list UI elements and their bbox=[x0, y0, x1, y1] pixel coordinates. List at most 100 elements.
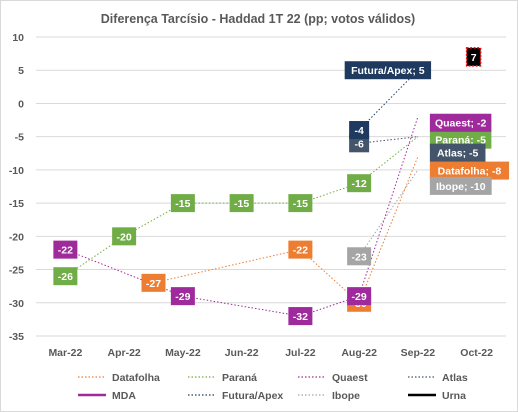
data-label-text: -15 bbox=[175, 198, 190, 210]
data-label: Quaest; -2 bbox=[429, 113, 492, 132]
x-tick-label: Apr-22 bbox=[107, 347, 140, 359]
data-label-box bbox=[229, 194, 254, 213]
data-label-box bbox=[288, 194, 313, 213]
data-label-text: -22 bbox=[293, 245, 308, 257]
data-label-text: -15 bbox=[293, 198, 308, 210]
data-label-text: -27 bbox=[146, 278, 161, 290]
x-tick-label: Jun-22 bbox=[225, 347, 259, 359]
y-tick-label: -35 bbox=[9, 331, 24, 343]
data-label: -26 bbox=[53, 267, 78, 286]
data-label-text: -20 bbox=[117, 231, 132, 243]
data-label: -15 bbox=[170, 194, 195, 213]
y-tick-label: 5 bbox=[18, 65, 24, 77]
y-tick-label: -15 bbox=[9, 198, 24, 210]
data-label: -15 bbox=[229, 194, 254, 213]
legend: Datafolha Paraná Quaest Atlas MDA Futura/Apex… bbox=[78, 372, 468, 402]
data-label-text: -6 bbox=[354, 138, 363, 150]
y-tick-label: 0 bbox=[18, 98, 24, 110]
data-label: -23 bbox=[347, 247, 372, 266]
legend-label: Ibope bbox=[332, 390, 360, 402]
data-label-box bbox=[170, 287, 195, 306]
legend-label: Datafolha bbox=[112, 372, 160, 384]
legend-label: Atlas bbox=[442, 372, 468, 384]
data-label-box bbox=[429, 176, 492, 195]
data-label-text: Ibope; -10 bbox=[436, 181, 486, 193]
data-label: -15 bbox=[288, 194, 313, 213]
y-tick-label: -5 bbox=[15, 132, 24, 144]
data-label-box bbox=[347, 174, 372, 193]
legend-label: Paraná bbox=[222, 372, 257, 384]
legend-label: Quaest bbox=[332, 372, 368, 384]
y-tick-label: -20 bbox=[9, 231, 24, 243]
data-label-text: -12 bbox=[352, 178, 367, 190]
data-label: Datafolha; -8 bbox=[429, 161, 510, 180]
data-label: -29 bbox=[347, 287, 372, 306]
data-label-box bbox=[344, 61, 432, 80]
x-tick-label: Sep-22 bbox=[401, 347, 436, 359]
data-label-text: Quaest; -2 bbox=[435, 118, 487, 130]
data-label: Futura/Apex; 5 bbox=[344, 61, 432, 80]
x-tick-label: Jul-22 bbox=[285, 347, 316, 359]
data-label: Atlas; -5 bbox=[429, 143, 486, 162]
legend-label: Futura/Apex bbox=[222, 390, 283, 402]
x-tick-label: Mar-22 bbox=[48, 347, 82, 359]
data-label-text: -32 bbox=[293, 311, 308, 323]
legend-label: Urna bbox=[442, 390, 466, 402]
data-label: -32 bbox=[288, 307, 313, 326]
y-tick-label: -30 bbox=[9, 298, 24, 310]
legend-label: MDA bbox=[112, 390, 136, 402]
data-label-text: Futura/Apex; 5 bbox=[351, 65, 425, 77]
data-label-box bbox=[112, 227, 137, 246]
data-label: -12 bbox=[347, 174, 372, 193]
data-label-box bbox=[429, 113, 492, 132]
data-label-box bbox=[347, 247, 372, 266]
data-label-text: Atlas; -5 bbox=[437, 148, 479, 160]
data-label: -22 bbox=[53, 240, 78, 259]
data-label-box bbox=[53, 240, 78, 259]
data-label-text: -15 bbox=[234, 198, 249, 210]
y-tick-label: 10 bbox=[12, 32, 24, 44]
y-tick-label: -25 bbox=[9, 265, 24, 277]
data-label: -27 bbox=[141, 273, 166, 292]
data-label-box bbox=[170, 194, 195, 213]
legend-item: Ibope bbox=[298, 390, 360, 402]
legend-item: Atlas bbox=[408, 372, 468, 384]
data-label: -20 bbox=[112, 227, 137, 246]
legend-item: Paraná bbox=[188, 372, 257, 384]
x-tick-label: Oct-22 bbox=[460, 347, 493, 359]
data-label: -29 bbox=[170, 287, 195, 306]
data-label-text: -22 bbox=[58, 245, 73, 257]
data-label-box bbox=[141, 273, 166, 292]
data-label-box bbox=[429, 143, 486, 162]
data-labels: -27-22-30Datafolha; -8-26-20-15-15-15-12… bbox=[53, 47, 510, 326]
x-tick-label: May-22 bbox=[165, 347, 201, 359]
data-label-box bbox=[288, 240, 313, 259]
data-label-text: -29 bbox=[175, 291, 190, 303]
data-label: Ibope; -10 bbox=[429, 176, 492, 195]
data-label: 7 bbox=[465, 47, 482, 67]
y-tick-label: -10 bbox=[9, 165, 24, 177]
data-label: -4 bbox=[349, 121, 370, 140]
data-label: -22 bbox=[288, 240, 313, 259]
series-lines bbox=[65, 69, 419, 317]
legend-item: Quaest bbox=[298, 372, 368, 384]
series-line-atlas bbox=[359, 136, 418, 144]
data-label-box bbox=[288, 307, 313, 326]
x-axis: Mar-22 Apr-22 May-22 Jun-22 Jul-22 Aug-22 Sep-… bbox=[48, 347, 493, 359]
legend-item: Futura/Apex bbox=[188, 390, 283, 402]
y-axis: 10 5 0 -5 -10 -15 -20 -25 -30 -35 bbox=[9, 32, 24, 343]
data-label-box bbox=[429, 161, 510, 180]
chart-title: Diferença Tarcísio - Haddad 1T 22 (pp; v… bbox=[101, 12, 415, 26]
data-label-text: -26 bbox=[58, 271, 73, 283]
legend-item: Urna bbox=[408, 390, 466, 402]
data-label-box bbox=[465, 47, 482, 67]
x-tick-label: Aug-22 bbox=[341, 347, 377, 359]
data-label-text: -23 bbox=[352, 251, 367, 263]
data-label-text: -29 bbox=[352, 291, 367, 303]
data-label-text: 7 bbox=[471, 52, 477, 64]
data-label-box bbox=[349, 121, 370, 140]
data-label-box bbox=[53, 267, 78, 286]
series-line-datafolha bbox=[153, 156, 419, 304]
legend-item: MDA bbox=[78, 390, 136, 402]
